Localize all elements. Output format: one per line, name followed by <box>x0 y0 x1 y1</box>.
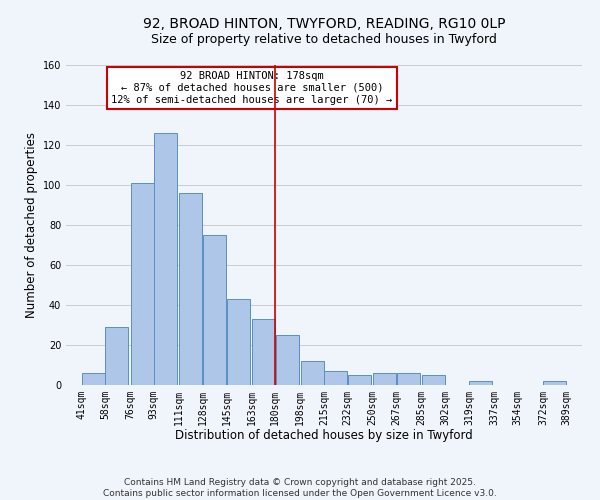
Text: 92 BROAD HINTON: 178sqm
← 87% of detached houses are smaller (500)
12% of semi-d: 92 BROAD HINTON: 178sqm ← 87% of detache… <box>111 72 392 104</box>
Text: 92, BROAD HINTON, TWYFORD, READING, RG10 0LP: 92, BROAD HINTON, TWYFORD, READING, RG10… <box>143 18 505 32</box>
Bar <box>179 193 202 385</box>
Bar <box>203 235 226 385</box>
Bar <box>131 183 154 385</box>
Bar <box>106 327 128 385</box>
Bar <box>348 375 371 385</box>
Bar <box>397 373 420 385</box>
Bar <box>82 373 105 385</box>
X-axis label: Distribution of detached houses by size in Twyford: Distribution of detached houses by size … <box>175 430 473 442</box>
Bar <box>252 319 275 385</box>
Text: Size of property relative to detached houses in Twyford: Size of property relative to detached ho… <box>151 32 497 46</box>
Text: Contains HM Land Registry data © Crown copyright and database right 2025.
Contai: Contains HM Land Registry data © Crown c… <box>103 478 497 498</box>
Bar <box>469 381 493 385</box>
Bar <box>544 381 566 385</box>
Bar <box>325 371 347 385</box>
Y-axis label: Number of detached properties: Number of detached properties <box>25 132 38 318</box>
Bar <box>227 299 250 385</box>
Bar <box>373 373 396 385</box>
Bar <box>275 335 299 385</box>
Bar <box>422 375 445 385</box>
Bar <box>301 361 323 385</box>
Bar <box>154 133 177 385</box>
